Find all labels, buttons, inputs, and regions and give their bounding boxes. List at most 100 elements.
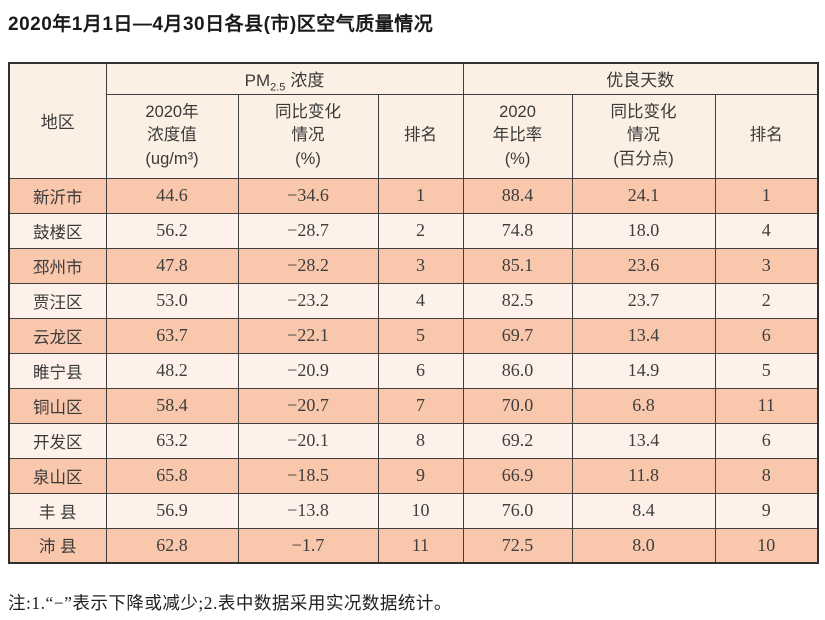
pm-value-cell: 56.9 [105, 492, 239, 529]
region-cell: 新沂市 [8, 177, 107, 214]
pm-change-cell: −28.7 [237, 212, 379, 249]
table-row: 丰 县 56.9 −13.8 10 76.0 8.4 9 [8, 492, 819, 529]
region-cell: 沛 县 [8, 527, 107, 564]
page-title: 2020年1月1日—4月30日各县(市)区空气质量情况 [8, 14, 434, 35]
good-rate-cell: 69.7 [462, 317, 573, 354]
footnote: 注:1.“−”表示下降或减少;2.表中数据采用实况数据统计。 [8, 593, 452, 613]
good-rank-cell: 10 [714, 527, 819, 564]
good-days-group-header: 优良天数 [462, 62, 819, 95]
good-change-cell: 13.4 [571, 422, 716, 459]
sub-header-row: 2020年 浓度值 (ug/m³) 同比变化 情况 (%) 排名 2020 年比… [9, 93, 819, 179]
pm-rank-header: 排名 [377, 93, 464, 179]
pm-rank-cell: 7 [377, 387, 464, 424]
good-rate-cell: 82.5 [462, 282, 573, 319]
pm25-group-header: PM2.5 浓度 [105, 62, 464, 95]
good-rate-cell: 66.9 [462, 457, 573, 494]
pm-rank-cell: 11 [377, 527, 464, 564]
pm-rank-cell: 9 [377, 457, 464, 494]
good-rate-cell: 74.8 [462, 212, 573, 249]
pm-change-cell: −34.6 [237, 177, 379, 214]
region-cell: 铜山区 [8, 387, 107, 424]
pm25-label-subscript: 2.5 [270, 81, 286, 94]
pm-change-cell: −13.8 [237, 492, 379, 529]
pm-rank-cell: 2 [377, 212, 464, 249]
good-change-cell: 24.1 [571, 177, 716, 214]
pm-value-cell: 65.8 [105, 457, 239, 494]
pm-rank-cell: 10 [377, 492, 464, 529]
table-row: 铜山区 58.4 −20.7 7 70.0 6.8 11 [8, 387, 819, 424]
table-row: 鼓楼区 56.2 −28.7 2 74.8 18.0 4 [8, 212, 819, 249]
good-change-cell: 23.6 [571, 247, 716, 284]
region-cell: 邳州市 [8, 247, 107, 284]
table-row: 贾汪区 53.0 −23.2 4 82.5 23.7 2 [8, 282, 819, 319]
pm-value-cell: 48.2 [105, 352, 239, 389]
good-rate-cell: 70.0 [462, 387, 573, 424]
pm-value-cell: 47.8 [105, 247, 239, 284]
region-cell: 云龙区 [8, 317, 107, 354]
region-cell: 丰 县 [8, 492, 107, 529]
good-rate-cell: 76.0 [462, 492, 573, 529]
table-header: 地区 PM2.5 浓度 优良天数 2020年 浓度值 (ug/m³) 同比变化 情… [8, 62, 819, 179]
pm-change-cell: −23.2 [237, 282, 379, 319]
group-header-row: 地区 PM2.5 浓度 优良天数 [8, 62, 819, 179]
good-rate-cell: 86.0 [462, 352, 573, 389]
good-change-cell: 6.8 [571, 387, 716, 424]
table-row: 邳州市 47.8 −28.2 3 85.1 23.6 3 [8, 247, 819, 284]
air-quality-table: 地区 PM2.5 浓度 优良天数 2020年 浓度值 (ug/m³) 同比变化 情… [8, 62, 820, 564]
good-rank-cell: 11 [714, 387, 819, 424]
good-rank-cell: 6 [714, 317, 819, 354]
pm-value-header: 2020年 浓度值 (ug/m³) [105, 93, 239, 179]
table-row: 睢宁县 48.2 −20.9 6 86.0 14.9 5 [8, 352, 819, 389]
pm-change-cell: −1.7 [237, 527, 379, 564]
good-rate-cell: 72.5 [462, 527, 573, 564]
table-row: 沛 县 62.8 −1.7 11 72.5 8.0 10 [8, 527, 819, 564]
pm-change-cell: −20.7 [237, 387, 379, 424]
region-cell: 鼓楼区 [8, 212, 107, 249]
good-change-cell: 11.8 [571, 457, 716, 494]
pm-change-cell: −20.9 [237, 352, 379, 389]
good-rank-cell: 6 [714, 422, 819, 459]
table-row: 泉山区 65.8 −18.5 9 66.9 11.8 8 [8, 457, 819, 494]
good-rate-cell: 69.2 [462, 422, 573, 459]
table-row: 开发区 63.2 −20.1 8 69.2 13.4 6 [8, 422, 819, 459]
good-change-cell: 23.7 [571, 282, 716, 319]
pm-value-cell: 44.6 [105, 177, 239, 214]
good-rank-cell: 9 [714, 492, 819, 529]
pm-change-cell: −22.1 [237, 317, 379, 354]
pm-value-cell: 63.2 [105, 422, 239, 459]
good-change-header: 同比变化 情况 (百分点) [571, 93, 716, 179]
table-row: 云龙区 63.7 −22.1 5 69.7 13.4 6 [8, 317, 819, 354]
good-rank-cell: 8 [714, 457, 819, 494]
good-rate-cell: 88.4 [462, 177, 573, 214]
good-rank-header: 排名 [714, 93, 819, 179]
pm-change-header: 同比变化 情况 (%) [237, 93, 379, 179]
region-cell: 泉山区 [8, 457, 107, 494]
good-rank-cell: 3 [714, 247, 819, 284]
pm-value-cell: 56.2 [105, 212, 239, 249]
region-cell: 开发区 [8, 422, 107, 459]
pm-rank-cell: 3 [377, 247, 464, 284]
good-change-cell: 13.4 [571, 317, 716, 354]
good-change-cell: 8.0 [571, 527, 716, 564]
good-change-cell: 14.9 [571, 352, 716, 389]
pm25-label-suffix: 浓度 [290, 71, 325, 91]
good-rank-cell: 2 [714, 282, 819, 319]
table-row: 新沂市 44.6 −34.6 1 88.4 24.1 1 [8, 177, 819, 214]
good-rank-cell: 4 [714, 212, 819, 249]
pm-change-cell: −18.5 [237, 457, 379, 494]
pm-rank-cell: 4 [377, 282, 464, 319]
good-rate-header: 2020 年比率 (%) [462, 93, 573, 179]
pm-rank-cell: 5 [377, 317, 464, 354]
region-cell: 睢宁县 [8, 352, 107, 389]
pm25-label-prefix: PM [244, 71, 271, 91]
good-rank-cell: 1 [714, 177, 819, 214]
region-column-header: 地区 [8, 62, 107, 179]
pm-value-cell: 53.0 [105, 282, 239, 319]
good-change-cell: 8.4 [571, 492, 716, 529]
pm-change-cell: −28.2 [237, 247, 379, 284]
good-rate-cell: 85.1 [462, 247, 573, 284]
region-cell: 贾汪区 [8, 282, 107, 319]
good-change-cell: 18.0 [571, 212, 716, 249]
pm-value-cell: 62.8 [105, 527, 239, 564]
pm-value-cell: 63.7 [105, 317, 239, 354]
